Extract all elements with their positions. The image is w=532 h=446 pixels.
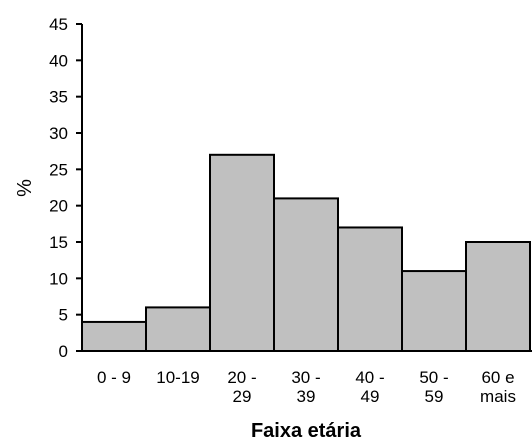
bar-0: [81, 320, 147, 352]
bar-6: [465, 241, 531, 352]
x-tick-label-4: 40 -49: [355, 368, 384, 406]
y-tick-label-1: 5: [59, 306, 68, 325]
x-tick-label-line: mais: [480, 387, 516, 406]
y-tick-label-4: 20: [49, 197, 68, 216]
x-tick-label-line: 49: [361, 387, 380, 406]
y-axis-title: %: [14, 179, 36, 197]
bars-group: [81, 153, 531, 353]
x-tick-label-2: 20 -29: [227, 368, 256, 406]
x-tick-label-line: 10-19: [156, 368, 199, 387]
x-tick-label-6: 60 e mais: [480, 368, 516, 406]
bar-5: [401, 270, 467, 353]
y-tick-label-5: 25: [49, 160, 68, 179]
x-tick-label-line: 50 -: [419, 368, 448, 387]
x-tick-label-line: 0 - 9: [97, 368, 131, 387]
x-tick-label-0: 0 - 9: [97, 368, 131, 387]
x-tick-label-line: 59: [425, 387, 444, 406]
x-tick-label-1: 10-19: [156, 368, 199, 387]
x-tick-label-line: 30 -: [291, 368, 320, 387]
y-tick-label-8: 40: [49, 51, 68, 70]
y-ticks-group: 0 5 10 15 20 25 30 35 40 45: [49, 15, 82, 361]
y-tick-label-2: 10: [49, 269, 68, 288]
x-tick-label-line: 29: [233, 387, 252, 406]
x-tick-label-line: 39: [297, 387, 316, 406]
x-tick-label-5: 50 -59: [419, 368, 448, 406]
bar-1: [145, 306, 211, 352]
y-tick-label-0: 0: [59, 342, 68, 361]
y-tick-label-6: 30: [49, 124, 68, 143]
x-ticks-group: 0 - 9 10-19 20 -29 30 -39 40 -49 50 -59 60 e ma…: [97, 368, 516, 406]
bar-2: [209, 153, 275, 352]
bar-4: [337, 226, 403, 352]
x-tick-label-line: 40 -: [355, 368, 384, 387]
y-tick-label-3: 15: [49, 233, 68, 252]
y-tick-label-9: 45: [49, 15, 68, 34]
axes-group: [81, 24, 532, 352]
x-tick-label-line: 60 e: [481, 368, 514, 387]
x-axis-title: Faixa etária: [251, 420, 362, 442]
x-tick-label-line: 20 -: [227, 368, 256, 387]
x-tick-label-3: 30 -39: [291, 368, 320, 406]
y-tick-label-7: 35: [49, 88, 68, 107]
bar-3: [273, 197, 339, 352]
